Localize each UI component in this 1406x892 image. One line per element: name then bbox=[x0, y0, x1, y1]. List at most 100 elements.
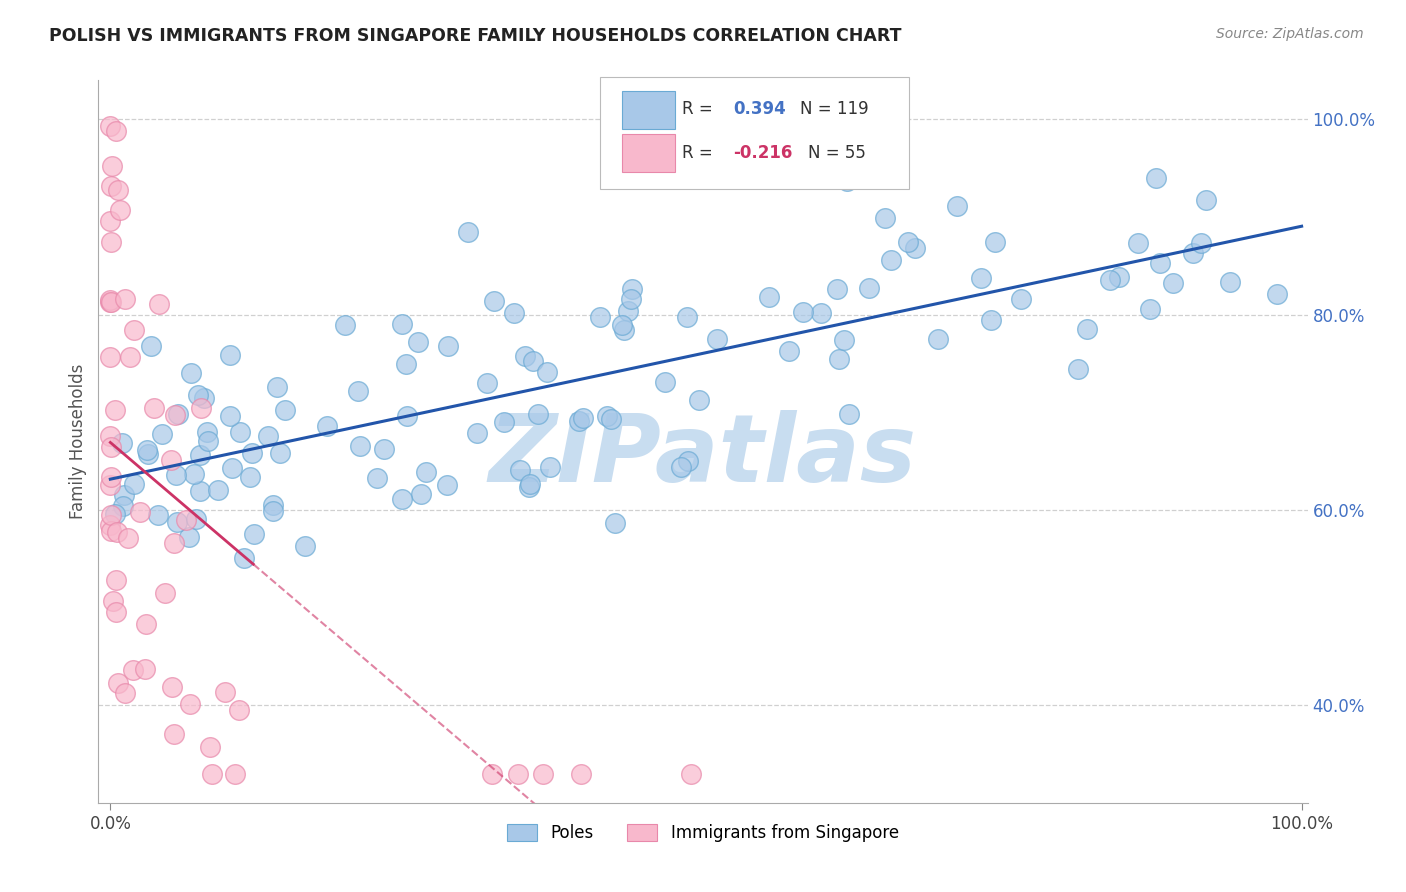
Point bbox=[165, 468, 187, 483]
Point bbox=[107, 675, 129, 690]
Point bbox=[366, 471, 388, 485]
Point bbox=[166, 515, 188, 529]
Point bbox=[184, 512, 207, 526]
Point bbox=[531, 766, 554, 780]
Point bbox=[457, 225, 479, 239]
Point bbox=[1108, 270, 1130, 285]
Point bbox=[492, 415, 515, 429]
Text: R =: R = bbox=[682, 100, 718, 118]
Point bbox=[904, 241, 927, 255]
Point bbox=[519, 480, 541, 494]
Text: R =: R = bbox=[682, 144, 718, 161]
Point bbox=[1195, 193, 1218, 207]
Point bbox=[98, 478, 121, 492]
Point bbox=[239, 470, 262, 484]
Point bbox=[122, 477, 145, 491]
Point bbox=[946, 199, 969, 213]
Point bbox=[163, 536, 186, 550]
Point bbox=[100, 235, 122, 249]
Point bbox=[758, 290, 780, 304]
Point bbox=[98, 518, 121, 533]
Point bbox=[228, 425, 250, 440]
Point bbox=[437, 339, 460, 353]
Point bbox=[508, 766, 530, 780]
Point bbox=[183, 467, 205, 481]
Point bbox=[1099, 273, 1122, 287]
Point bbox=[568, 413, 591, 427]
Point bbox=[599, 411, 621, 425]
Point bbox=[104, 403, 127, 417]
Point bbox=[104, 124, 127, 138]
Point bbox=[114, 686, 136, 700]
Point bbox=[112, 499, 135, 513]
Point bbox=[134, 662, 156, 676]
Point bbox=[873, 211, 896, 226]
Point bbox=[117, 531, 139, 545]
Y-axis label: Family Households: Family Households bbox=[69, 364, 87, 519]
Point bbox=[596, 409, 619, 423]
Point bbox=[188, 449, 211, 463]
Point bbox=[827, 352, 849, 367]
Point bbox=[98, 119, 121, 133]
Point bbox=[620, 292, 643, 306]
Point bbox=[100, 294, 122, 309]
Point bbox=[980, 312, 1002, 326]
Point bbox=[294, 539, 316, 553]
Point bbox=[706, 332, 728, 346]
Point bbox=[897, 235, 920, 250]
Point bbox=[396, 409, 419, 423]
Point bbox=[136, 442, 159, 457]
Point bbox=[391, 492, 413, 507]
Point bbox=[219, 409, 242, 424]
Point bbox=[143, 401, 166, 415]
Point bbox=[509, 463, 531, 477]
Point bbox=[101, 159, 124, 173]
Text: Source: ZipAtlas.com: Source: ZipAtlas.com bbox=[1216, 27, 1364, 41]
Point bbox=[150, 427, 173, 442]
Point bbox=[98, 294, 121, 309]
Point bbox=[654, 375, 676, 389]
Point bbox=[603, 516, 626, 530]
Point bbox=[620, 282, 643, 296]
Point bbox=[1076, 321, 1098, 335]
Point bbox=[1219, 275, 1241, 289]
Point bbox=[569, 766, 592, 780]
Point bbox=[107, 183, 129, 197]
Point bbox=[243, 526, 266, 541]
Point bbox=[219, 347, 242, 361]
Point bbox=[122, 323, 145, 337]
Point bbox=[224, 766, 246, 780]
Point bbox=[1149, 256, 1171, 270]
FancyBboxPatch shape bbox=[621, 135, 675, 172]
Point bbox=[503, 306, 526, 320]
Point bbox=[274, 403, 297, 417]
Point bbox=[415, 466, 437, 480]
Point bbox=[391, 317, 413, 331]
Point bbox=[837, 174, 859, 188]
Point bbox=[1161, 276, 1184, 290]
Point bbox=[879, 253, 901, 268]
Point bbox=[1189, 235, 1212, 250]
Point bbox=[98, 350, 121, 364]
Point bbox=[984, 235, 1007, 249]
Point bbox=[333, 318, 356, 333]
Text: 0.394: 0.394 bbox=[734, 100, 786, 118]
Point bbox=[1181, 246, 1204, 260]
Point bbox=[536, 365, 558, 379]
Point bbox=[406, 334, 429, 349]
Point bbox=[160, 680, 183, 694]
Point bbox=[678, 454, 700, 468]
Point bbox=[138, 447, 160, 461]
Point bbox=[436, 478, 458, 492]
Point bbox=[193, 391, 215, 405]
Point bbox=[129, 505, 152, 519]
Point bbox=[112, 488, 135, 502]
Point bbox=[148, 508, 170, 523]
Point bbox=[177, 530, 200, 544]
Point bbox=[190, 401, 212, 416]
Point bbox=[522, 354, 544, 368]
Point bbox=[269, 446, 291, 460]
Point bbox=[122, 663, 145, 677]
Point bbox=[104, 573, 127, 587]
Point bbox=[825, 282, 848, 296]
